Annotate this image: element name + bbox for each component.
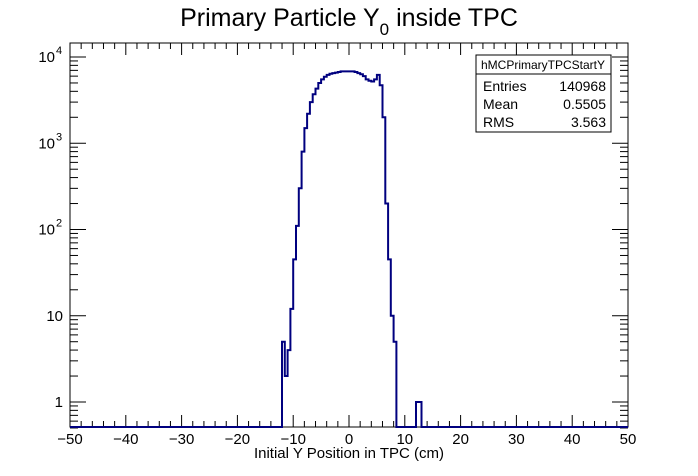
x-axis-label: Initial Y Position in TPC (cm) bbox=[254, 445, 444, 462]
title-main: Primary Particle Y bbox=[180, 4, 380, 32]
stats-mean-label: Mean bbox=[483, 96, 518, 112]
x-tick-labels: −50 −40 −30 −20 −10 0 10 20 30 40 50 bbox=[57, 431, 636, 448]
stats-rms-value: 3.563 bbox=[571, 114, 606, 130]
chart-title: Primary Particle Y0 inside TPC bbox=[180, 4, 518, 39]
y-tick-exponent: 3 bbox=[56, 131, 62, 143]
x-tick-label: −40 bbox=[113, 431, 138, 448]
x-tick-label: 0 bbox=[345, 431, 353, 448]
title-subscript: 0 bbox=[380, 20, 389, 39]
x-tick-label: −10 bbox=[280, 431, 305, 448]
stats-entries-label: Entries bbox=[483, 78, 527, 94]
x-tick-label: 20 bbox=[452, 431, 469, 448]
title-suffix: inside TPC bbox=[389, 4, 518, 32]
stats-rms-label: RMS bbox=[483, 114, 514, 130]
stats-entries-value: 140968 bbox=[559, 78, 606, 94]
histogram-line bbox=[70, 70, 628, 428]
y-tick-label: 10 bbox=[38, 49, 55, 66]
y-tick-label: 10 bbox=[46, 308, 63, 325]
stats-box: hMCPrimaryTPCStartY Entries 140968 Mean … bbox=[475, 54, 612, 133]
x-tick-label: −30 bbox=[169, 431, 194, 448]
stats-histogram-name: hMCPrimaryTPCStartY bbox=[481, 58, 605, 72]
y-tick-label: 1 bbox=[55, 394, 63, 411]
stats-box-frame bbox=[475, 54, 612, 133]
axis-ticks bbox=[69, 43, 629, 429]
x-tick-label: −20 bbox=[225, 431, 250, 448]
stats-mean-value: 0.5505 bbox=[563, 96, 606, 112]
y-tick-label: 10 bbox=[38, 222, 55, 239]
y-tick-exponent: 2 bbox=[56, 218, 62, 230]
x-tick-label: 30 bbox=[508, 431, 525, 448]
x-tick-label: 10 bbox=[396, 431, 413, 448]
y-tick-exponent: 4 bbox=[56, 45, 62, 57]
y-tick-label: 10 bbox=[38, 135, 55, 152]
x-tick-label: 40 bbox=[564, 431, 581, 448]
x-tick-label: −50 bbox=[57, 431, 82, 448]
x-tick-label: 50 bbox=[620, 431, 637, 448]
